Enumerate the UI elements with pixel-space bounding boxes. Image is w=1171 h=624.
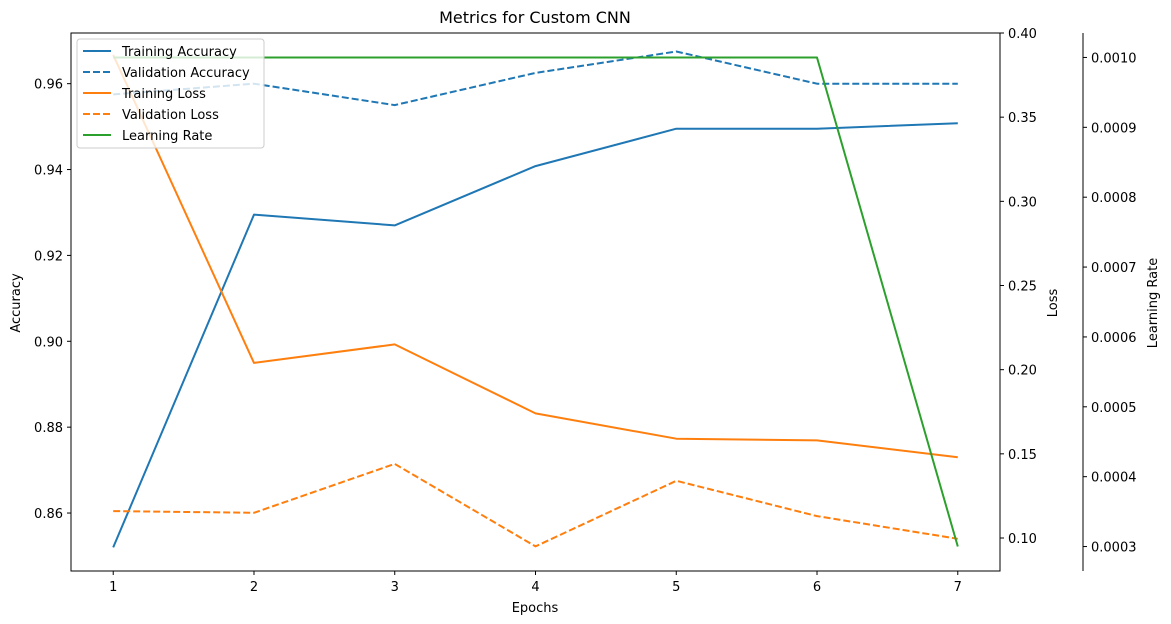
legend-box	[76, 38, 265, 149]
lr-tick-label: 0.0006	[1091, 331, 1137, 346]
legend-label-validation-accuracy: Validation Accuracy	[122, 66, 250, 81]
accuracy-tick-label: 0.96	[34, 78, 63, 93]
x-tick-label: 4	[531, 580, 539, 595]
loss-tick-label: 0.25	[1008, 280, 1037, 295]
x-tick-label: 1	[109, 580, 117, 595]
lr-tick-label: 0.0005	[1091, 401, 1137, 416]
x-axis-title: Epochs	[512, 601, 559, 616]
loss-tick-label: 0.15	[1008, 448, 1037, 463]
accuracy-tick-label: 0.86	[34, 507, 63, 522]
accuracy-tick-label: 0.90	[34, 335, 63, 350]
loss-axis-title: Loss	[1046, 289, 1061, 318]
lr-tick-label: 0.0008	[1091, 191, 1137, 206]
validation-loss-line	[113, 462, 958, 548]
x-tick-label: 2	[250, 580, 258, 595]
x-tick-label: 7	[954, 580, 962, 595]
loss-tick-label: 0.10	[1008, 532, 1037, 547]
loss-tick-label: 0.35	[1008, 111, 1037, 126]
accuracy-axis-title: Accuracy	[9, 273, 24, 333]
legend-label-training-accuracy: Training Accuracy	[121, 45, 237, 60]
accuracy-tick-label: 0.88	[34, 421, 63, 436]
legend-label-learning-rate: Learning Rate	[122, 129, 212, 144]
accuracy-tick-label: 0.94	[34, 164, 63, 179]
lr-axis-title: Learning Rate	[1146, 258, 1161, 348]
x-tick-label: 6	[813, 580, 821, 595]
chart-title: Metrics for Custom CNN	[439, 8, 631, 27]
loss-tick-label: 0.30	[1008, 195, 1037, 210]
loss-tick-label: 0.20	[1008, 364, 1037, 379]
x-tick-label: 5	[672, 580, 680, 595]
accuracy-tick-label: 0.92	[34, 249, 63, 264]
lr-tick-label: 0.0004	[1091, 471, 1137, 486]
lr-tick-label: 0.0010	[1091, 51, 1137, 66]
legend-label-validation-loss: Validation Loss	[122, 108, 219, 123]
training-accuracy-line	[112, 122, 958, 548]
legend-label-training-loss: Training Loss	[121, 87, 206, 102]
loss-tick-label: 0.40	[1008, 27, 1037, 42]
lr-tick-label: 0.0007	[1091, 261, 1137, 276]
lr-tick-label: 0.0009	[1091, 121, 1137, 136]
lr-tick-label: 0.0003	[1091, 541, 1137, 556]
training-loss-line	[112, 54, 958, 459]
x-tick-label: 3	[391, 580, 399, 595]
